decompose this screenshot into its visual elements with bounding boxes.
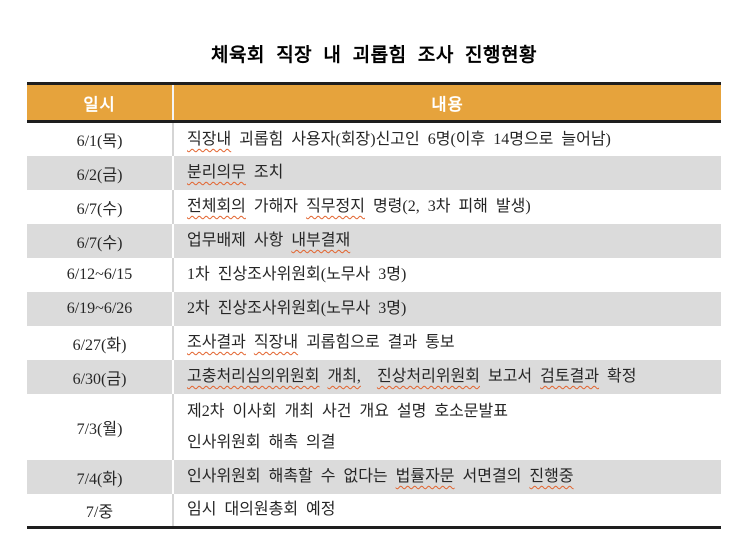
page-title: 체육회 직장 내 괴롭힘 조사 진행현황: [211, 45, 537, 66]
content-line: 임시 대의원총회 예정: [187, 494, 721, 525]
column-header-content: 내용: [173, 82, 721, 123]
table-row: 6/30(금) 고충처리심의위원회 개최, 진상처리위원회 보고서 검토결과 확정: [27, 359, 721, 394]
content-text: 보고서: [479, 368, 541, 385]
content-cell: 2차 진상조사위원회(노무사 3명): [173, 291, 721, 326]
spellcheck-marked-word: 개최,: [327, 368, 361, 385]
table-row: 7/중 임시 대의원총회 예정: [27, 493, 721, 529]
spellcheck-marked-word: 진행중: [529, 468, 574, 485]
content-text: 업무배제 사항: [187, 232, 292, 249]
progress-table: 일시 내용 6/1(목) 직장내 괴롭힘 사용자(회장)신고인 6명(이후 14명…: [27, 82, 721, 529]
content-cell: 전체회의 가해자 직무정지 명령(2, 3차 피해 발생): [173, 190, 721, 224]
content-line: 업무배제 사항 내부결재: [187, 225, 721, 256]
content-cell: 업무배제 사항 내부결재: [173, 223, 721, 258]
content-cell: 고충처리심의위원회 개최, 진상처리위원회 보고서 검토결과 확정: [173, 359, 721, 394]
content-cell: 직장내 괴롭힘 사용자(회장)신고인 6명(이후 14명으로 늘어남): [173, 122, 721, 156]
table-header: 일시 내용: [27, 82, 721, 123]
content-text: 인사위원회 해촉 의결: [187, 433, 336, 451]
spellcheck-marked-word: 내부결재: [291, 232, 351, 249]
spellcheck-marked-word: 검토결과: [540, 368, 600, 385]
content-line: 전체회의 가해자 직무정지 명령(2, 3차 피해 발생): [187, 191, 721, 222]
spellcheck-marked-word: 진상처리위원회: [376, 368, 480, 385]
spellcheck-marked-word: 고충처리심의위원회: [187, 368, 320, 385]
spellcheck-marked-word: 직장내: [253, 334, 299, 351]
content-text: 가해자: [245, 198, 307, 215]
content-line: 고충처리심의위원회 개최, 진상처리위원회 보고서 검토결과 확정: [187, 361, 721, 392]
spellcheck-marked-word: 직장내: [187, 130, 232, 148]
content-line: 제2차 이사회 개최 사건 개요 설명 호소문발표: [187, 396, 721, 427]
content-text: 서면결의: [454, 468, 530, 485]
content-line: 2차 진상조사위원회(노무사 3명): [187, 293, 721, 324]
content-text: 괴롭힘으로 결과 통보: [298, 334, 455, 351]
content-text: [246, 334, 254, 351]
header-row: 일시 내용: [27, 82, 721, 123]
table-row: 6/12~6/15 1차 진상조사위원회(노무사 3명): [27, 257, 721, 292]
date-cell: 6/2(금): [27, 155, 174, 190]
content-text: 임시 대의원총회 예정: [187, 501, 336, 519]
content-text: 명령(2, 3차 피해 발생): [364, 198, 531, 215]
date-cell: 7/4(화): [27, 459, 174, 494]
table-row: 6/7(수) 전체회의 가해자 직무정지 명령(2, 3차 피해 발생): [27, 189, 721, 224]
content-text: 조치: [245, 164, 284, 181]
date-cell: 6/1(목): [27, 121, 174, 156]
content-text: [361, 368, 377, 385]
date-cell: 6/7(수): [27, 189, 174, 224]
date-cell: 7/3(월): [27, 393, 174, 460]
table-row: 6/2(금) 분리의무 조치: [27, 155, 721, 190]
spellcheck-marked-word: 분리의무: [187, 164, 246, 181]
table-body: 6/1(목) 직장내 괴롭힘 사용자(회장)신고인 6명(이후 14명으로 늘어남…: [27, 121, 721, 529]
content-text: 1차 진상조사위원회(노무사 3명): [187, 266, 407, 283]
content-line: 직장내 괴롭힘 사용자(회장)신고인 6명(이후 14명으로 늘어남): [187, 124, 721, 155]
content-cell: 임시 대의원총회 예정: [173, 493, 721, 529]
table-row: 7/3(월) 제2차 이사회 개최 사건 개요 설명 호소문발표 인사위원회 해촉 …: [27, 393, 721, 460]
content-cell: 1차 진상조사위원회(노무사 3명): [173, 258, 721, 292]
date-cell: 7/중: [27, 493, 174, 529]
content-line: 분리의무 조치: [187, 157, 721, 188]
table-row: 6/27(화) 조사결과 직장내 괴롭힘으로 결과 통보: [27, 325, 721, 360]
content-line: 1차 진상조사위원회(노무사 3명): [187, 259, 721, 290]
content-cell: 분리의무 조치: [173, 155, 721, 190]
content-cell: 조사결과 직장내 괴롭힘으로 결과 통보: [173, 326, 721, 360]
content-text: 확정: [599, 368, 637, 385]
table-row: 6/7(수) 업무배제 사항 내부결재: [27, 223, 721, 258]
spellcheck-marked-word: 전체회의: [187, 198, 246, 215]
table-row: 7/4(화) 인사위원회 해촉할 수 없다는 법률자문 서면결의 진행중: [27, 459, 721, 494]
content-text: 2차 진상조사위원회(노무사 3명): [187, 300, 407, 317]
column-header-date: 일시: [27, 82, 174, 123]
date-cell: 6/30(금): [27, 359, 174, 394]
table-row: 6/1(목) 직장내 괴롭힘 사용자(회장)신고인 6명(이후 14명으로 늘어남…: [27, 121, 721, 156]
content-text: 괴롭힘 사용자(회장)신고인 6명(이후 14명으로 늘어남): [231, 130, 611, 148]
spellcheck-marked-word: 조사결과: [187, 334, 246, 351]
content-text: 인사위원회 해촉할 수 없다는: [187, 468, 396, 485]
content-cell: 인사위원회 해촉할 수 없다는 법률자문 서면결의 진행중: [173, 459, 721, 494]
content-text: 제2차 이사회 개최 사건 개요 설명 호소문발표: [187, 402, 508, 420]
content-line: 인사위원회 해촉할 수 없다는 법률자문 서면결의 진행중: [187, 461, 721, 492]
date-cell: 6/27(화): [27, 325, 174, 360]
spellcheck-marked-word: 법률자문: [395, 468, 455, 485]
content-line: 인사위원회 해촉 의결: [187, 427, 721, 458]
date-cell: 6/19~6/26: [27, 291, 174, 326]
content-line: 조사결과 직장내 괴롭힘으로 결과 통보: [187, 327, 721, 358]
spellcheck-marked-word: 직무정지: [306, 198, 365, 215]
table-row: 6/19~6/26 2차 진상조사위원회(노무사 3명): [27, 291, 721, 326]
date-cell: 6/7(수): [27, 223, 174, 258]
date-cell: 6/12~6/15: [27, 257, 174, 292]
